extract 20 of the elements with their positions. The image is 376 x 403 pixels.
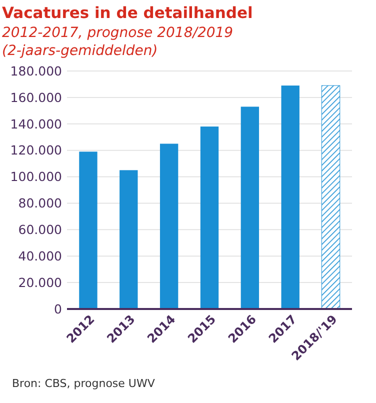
bar (321, 85, 340, 310)
bar (79, 152, 98, 309)
bar (120, 170, 138, 309)
bar (200, 126, 219, 309)
y-tick-label: 180.000 (10, 63, 62, 78)
chart-subtitle: 2012-2017, prognose 2018/2019 (2-jaars-gemiddelden) (2, 25, 234, 59)
y-tick-label: 100.000 (10, 169, 62, 184)
chart-title: Vacatures in de detailhandel (2, 4, 253, 22)
y-tick-label: 80.000 (18, 196, 62, 211)
bar (160, 144, 178, 309)
y-tick-label: 20.000 (18, 274, 62, 290)
y-tick-label: 40.000 (18, 248, 62, 264)
text: Bron: CBS, prognose UWV (12, 377, 156, 390)
y-tick-label: 0 (54, 301, 62, 316)
y-tick-label: 160.000 (10, 90, 62, 105)
y-tick-label: 120.000 (10, 142, 62, 158)
bar (240, 106, 260, 309)
y-tick-label: 60.000 (18, 222, 62, 238)
y-tick-label: 140.000 (10, 116, 62, 132)
bar (281, 86, 300, 309)
